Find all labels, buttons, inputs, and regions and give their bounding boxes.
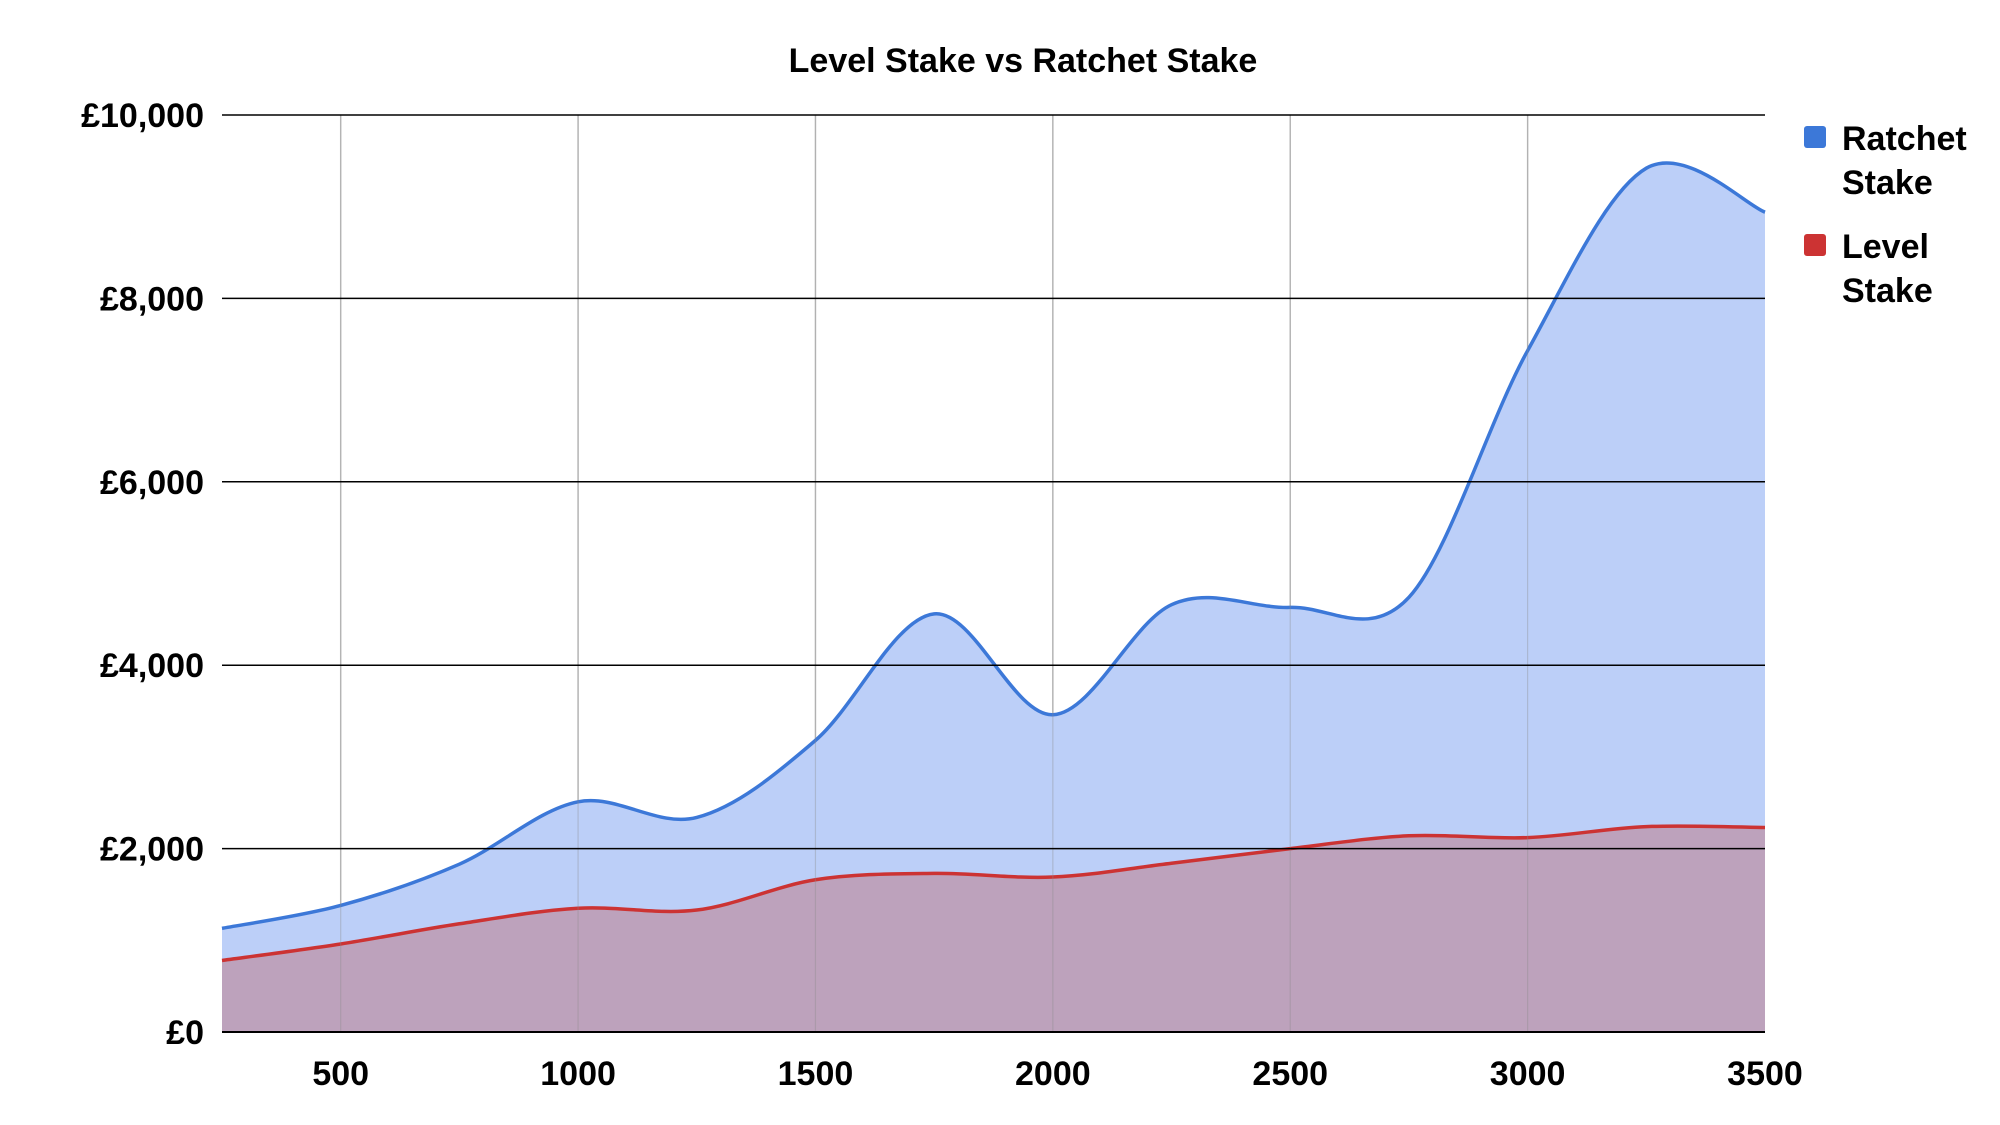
series-area-1 bbox=[222, 826, 1765, 1032]
x-tick-label: 3500 bbox=[1727, 1055, 1803, 1093]
y-tick-label: £0 bbox=[166, 1014, 204, 1052]
chart-title: Level Stake vs Ratchet Stake bbox=[789, 42, 1258, 80]
y-tick-label: £4,000 bbox=[100, 647, 204, 685]
x-tick-label: 1500 bbox=[778, 1055, 854, 1093]
legend-swatch bbox=[1804, 126, 1826, 148]
axis-layer: £0 £2,000 £4,000 £6,000 £8,000 £10,000 500 1000… bbox=[81, 97, 1803, 1093]
series-layer bbox=[221, 161, 1766, 1033]
series-line-0 bbox=[221, 161, 1766, 931]
legend-label: Ratchet bbox=[1842, 120, 1967, 158]
x-tick-label: 2500 bbox=[1252, 1055, 1328, 1093]
legend-label: Level bbox=[1842, 228, 1929, 266]
legend: Ratchet Stake Level Stake bbox=[1804, 120, 1967, 310]
x-tick-label: 500 bbox=[312, 1055, 369, 1093]
legend-swatch bbox=[1804, 234, 1826, 256]
series-area-0 bbox=[222, 162, 1765, 1033]
legend-label: Stake bbox=[1842, 164, 1933, 202]
legend-label: Stake bbox=[1842, 272, 1933, 310]
series-line-1 bbox=[221, 824, 1766, 963]
y-tick-label: £10,000 bbox=[81, 97, 204, 135]
x-tick-label: 3000 bbox=[1490, 1055, 1566, 1093]
x-tick-label: 1000 bbox=[540, 1055, 616, 1093]
y-tick-label: £6,000 bbox=[100, 464, 204, 502]
y-tick-label: £8,000 bbox=[100, 280, 204, 318]
x-tick-label: 2000 bbox=[1015, 1055, 1091, 1093]
y-tick-label: £2,000 bbox=[100, 831, 204, 869]
